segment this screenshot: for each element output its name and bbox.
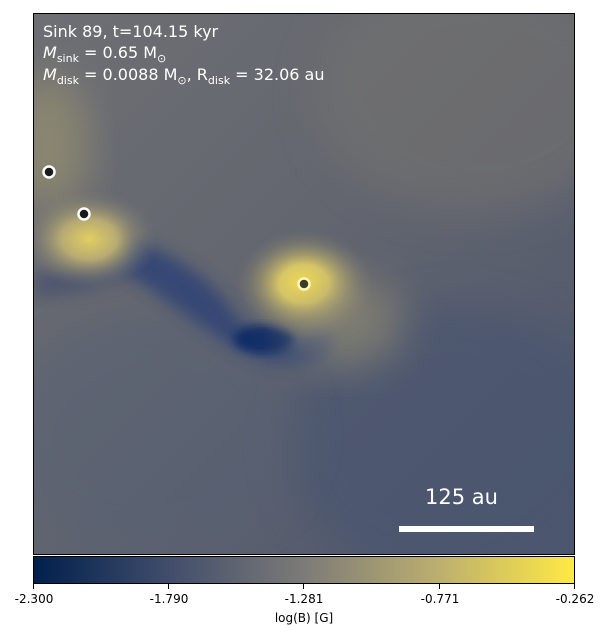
sink-marker-3 — [297, 277, 311, 291]
sink-marker-2 — [77, 207, 91, 221]
colorbar-ticklabel-4: -0.262 — [555, 592, 595, 606]
central-glow-tail — [284, 279, 404, 369]
field-map — [33, 13, 575, 555]
colorbar-tick-4 — [574, 584, 575, 589]
upper-right-region — [314, 14, 574, 214]
colorbar — [33, 556, 575, 584]
colorbar-ticklabel-2: -1.281 — [284, 592, 324, 606]
colorbar-ticklabel-1: -1.790 — [149, 592, 189, 606]
heatmap-image — [34, 14, 574, 554]
low-field-filament — [114, 229, 335, 365]
edge-glow — [34, 74, 89, 214]
colorbar-ticklabel-3: -0.771 — [420, 592, 460, 606]
lower-left-region — [34, 314, 304, 554]
sink-marker-1 — [42, 165, 56, 179]
colorbar-tick-0 — [33, 584, 34, 589]
sink-mass-label: Msink = 0.65 M⊙ — [43, 43, 167, 66]
sink-markers — [42, 165, 311, 291]
left-glow — [34, 189, 159, 289]
disk-props-label: Mdisk = 0.0088 M⊙, Rdisk = 32.06 au — [43, 65, 325, 88]
scale-bar-label: 125 au — [425, 485, 498, 509]
colorbar-tick-1 — [168, 584, 169, 589]
sink-title: Sink 89, t=104.15 kyr — [43, 22, 219, 41]
colorbar-tick-3 — [439, 584, 440, 589]
colorbar-tick-2 — [303, 584, 304, 589]
colorbar-ticklabel-0: -2.300 — [14, 592, 54, 606]
colorbar-label: log(B) [G] — [274, 611, 334, 625]
